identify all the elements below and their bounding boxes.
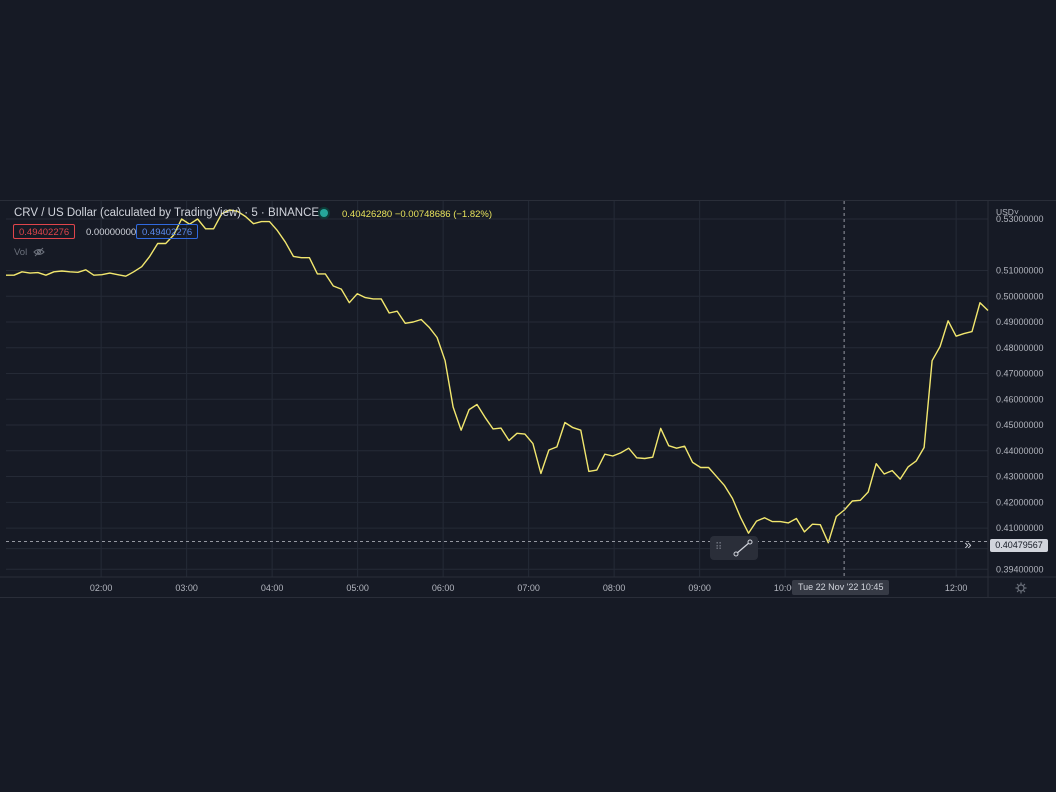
y-tick-label: 0.49000000	[996, 317, 1044, 327]
x-tick-label: 12:00	[945, 583, 968, 593]
crosshair-price-label: 0.40479567	[990, 539, 1048, 552]
settings-icon[interactable]	[1015, 582, 1027, 594]
price-change-readout: 0.40426280 −0.00748686 (−1.82%)	[342, 209, 493, 220]
market-status-dot	[320, 209, 328, 217]
spread-value: 0.00000000	[86, 227, 137, 238]
y-tick-label: 0.51000000	[996, 266, 1044, 276]
crosshair-time-label: Tue 22 Nov '22 10:45	[792, 580, 890, 595]
x-tick-label: 08:00	[603, 583, 626, 593]
y-tick-label: 0.53000000	[996, 214, 1044, 224]
currency-label: USD	[996, 207, 1014, 217]
price-series	[6, 209, 989, 544]
currency-selector[interactable]: USD˅	[996, 207, 1019, 217]
x-tick-label: 07:00	[517, 583, 540, 593]
y-tick-label: 0.48000000	[996, 343, 1044, 353]
y-tick-label: 0.50000000	[996, 291, 1044, 301]
trend-line-icon[interactable]	[732, 538, 754, 558]
ask-price-badge[interactable]: 0.49402276	[136, 224, 199, 239]
price-chart[interactable]: 0.53000000 0.51000000 0.50000000 0.49000000…	[0, 201, 1056, 597]
drag-handle-icon[interactable]: ⠿	[715, 542, 723, 553]
y-tick-label: 0.39400000	[996, 564, 1044, 574]
y-tick-label: 0.44000000	[996, 446, 1044, 456]
chevron-down-icon: ˅	[1013, 207, 1019, 217]
crosshair	[6, 201, 988, 577]
y-tick-label: 0.41000000	[996, 523, 1044, 533]
bid-price-badge[interactable]: 0.49402276	[13, 224, 76, 239]
x-tick-label: 04:00	[261, 583, 284, 593]
symbol-title[interactable]: CRV / US Dollar (calculated by TradingVi…	[14, 207, 320, 219]
x-tick-label: 10:00	[774, 583, 797, 593]
scroll-right-icon[interactable]: »	[964, 537, 972, 552]
grid-lines	[0, 201, 1056, 597]
y-tick-label: 0.43000000	[996, 472, 1044, 482]
price-line	[6, 209, 989, 544]
y-tick-label: 0.42000000	[996, 497, 1044, 507]
y-tick-label: 0.45000000	[996, 420, 1044, 430]
y-tick-label: 0.46000000	[996, 394, 1044, 404]
x-tick-label: 03:00	[175, 583, 198, 593]
x-tick-label: 05:00	[346, 583, 369, 593]
y-tick-label: 0.47000000	[996, 369, 1044, 379]
chart-panel[interactable]: 0.53000000 0.51000000 0.50000000 0.49000000…	[0, 200, 1056, 598]
x-tick-label: 02:00	[90, 583, 113, 593]
volume-indicator-label[interactable]: Vol	[14, 247, 28, 258]
x-tick-label: 09:00	[688, 583, 711, 593]
eye-hidden-icon[interactable]	[33, 246, 45, 258]
x-tick-label: 06:00	[432, 583, 455, 593]
drawing-toolbar[interactable]: ⠿	[710, 536, 758, 560]
